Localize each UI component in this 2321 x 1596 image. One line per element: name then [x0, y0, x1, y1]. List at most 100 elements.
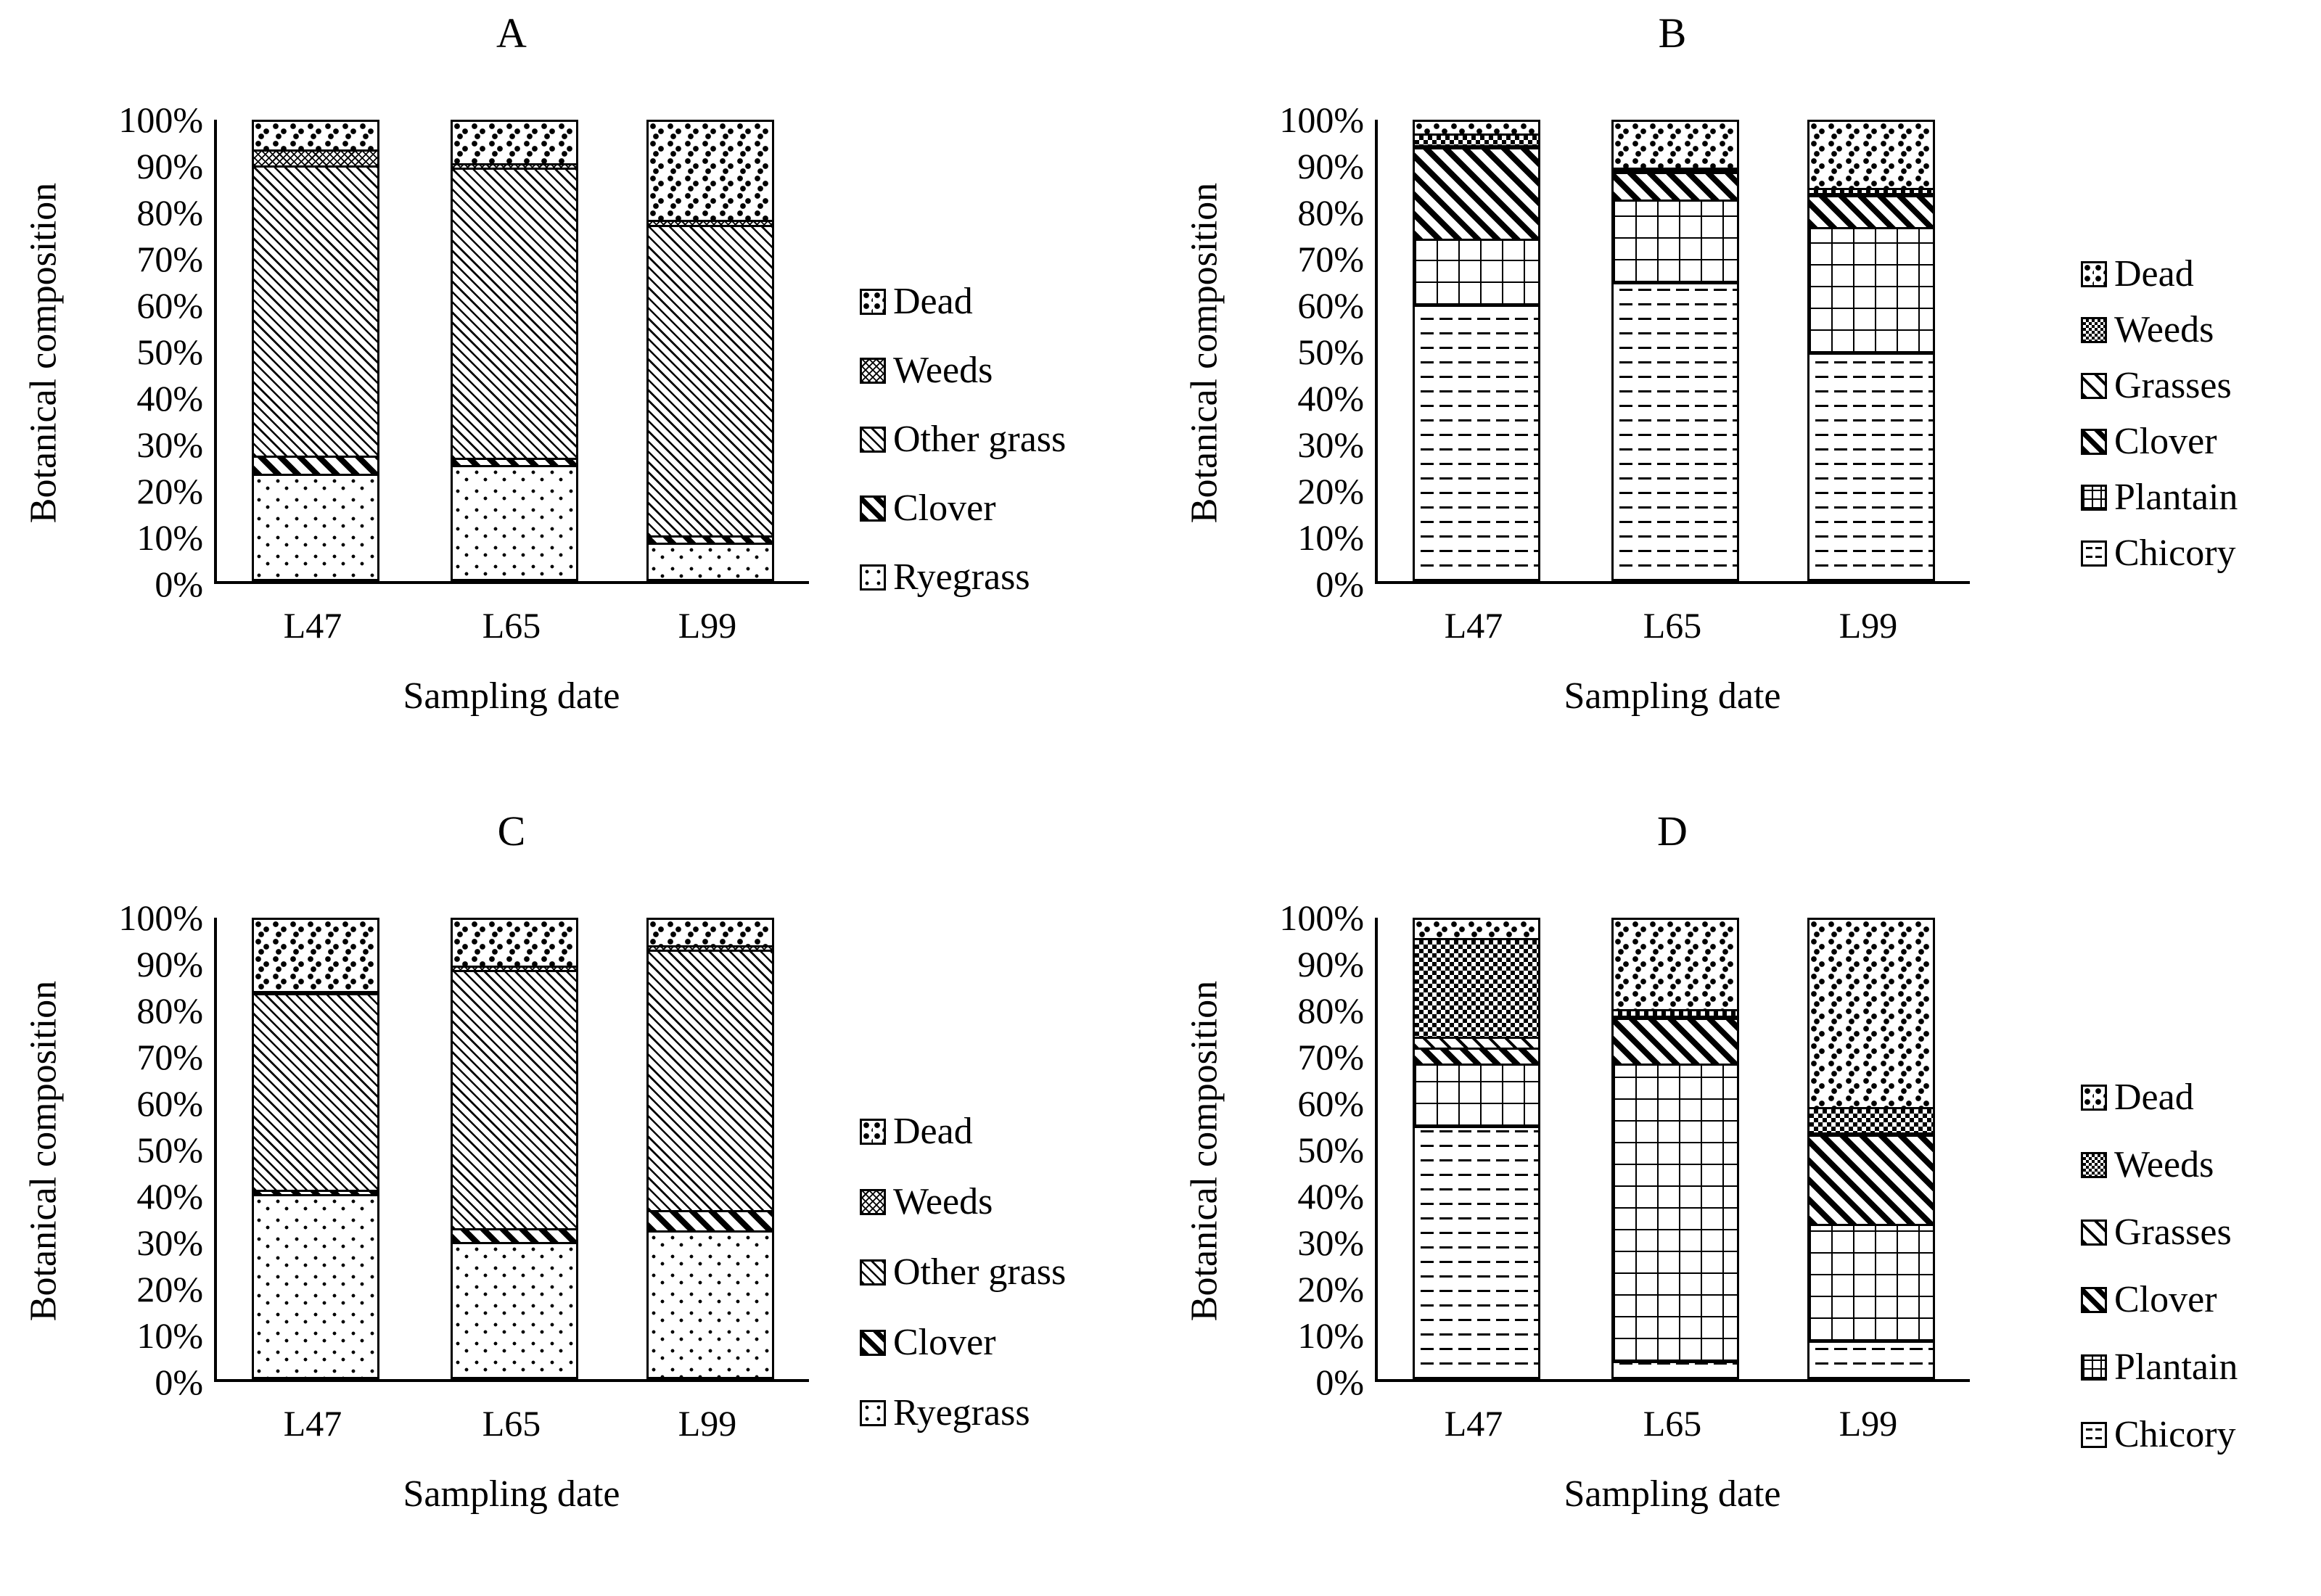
segment-chicory [1415, 305, 1538, 579]
segment-chicory [1614, 281, 1737, 579]
segment-weeds [1415, 938, 1538, 1037]
y-tick-label: 70% [1297, 239, 1364, 279]
segment-weeds [453, 966, 576, 971]
y-tick-label: 90% [136, 944, 203, 984]
legend-label: Clover [893, 1322, 996, 1363]
legend-label: Dead [893, 281, 973, 322]
stacked-bar-C-L99 [646, 918, 774, 1379]
legend-label: Clover [2114, 1279, 2217, 1320]
legend-label: Ryegrass [893, 1392, 1030, 1433]
legend-item-grasses: Grasses [2081, 366, 2232, 406]
plantain-swatch-icon [2081, 1354, 2107, 1381]
y-tick-label: 20% [136, 471, 203, 511]
legend-item-ryegrass: Ryegrass [860, 557, 1030, 598]
legend-label: Weeds [2114, 1144, 2214, 1185]
stacked-bar-B-L99 [1807, 120, 1935, 581]
legend-label: Grasses [2114, 1212, 2232, 1253]
dead-swatch-icon [2081, 1085, 2107, 1111]
segment-clover [1809, 194, 1933, 227]
stacked-bar-D-L99 [1807, 918, 1935, 1379]
y-tick-label: 20% [136, 1269, 203, 1309]
y-tick-label: 0% [1315, 1362, 1364, 1402]
y-tick-label: 20% [1297, 471, 1364, 511]
y-tick-label: 70% [136, 239, 203, 279]
legend-item-chicory: Chicory [2081, 533, 2236, 574]
x-tick-label: L47 [283, 1403, 342, 1444]
y-tick-label: 30% [1297, 1222, 1364, 1263]
stacked-bar-D-L65 [1611, 918, 1739, 1379]
segment-grasses [1415, 1036, 1538, 1048]
y-tick-label: 40% [136, 378, 203, 419]
legend-item-weeds: Weeds [860, 1182, 993, 1222]
y-tick-label: 30% [136, 1222, 203, 1263]
y-tick-label: 90% [1297, 944, 1364, 984]
segment-weeds [254, 990, 377, 993]
legend-item-grasses: Grasses [2081, 1212, 2232, 1253]
segment-dead [453, 122, 576, 163]
panel-title-D: D [1657, 807, 1688, 855]
segment-ryegrass [649, 1230, 772, 1377]
segment-clover [1415, 147, 1538, 239]
segment-dead [649, 920, 772, 945]
segment-dead [254, 122, 377, 149]
x-tick-label: L99 [678, 1403, 737, 1444]
y-tick-label: 60% [136, 285, 203, 326]
segment-ryegrass [254, 474, 377, 579]
clover-swatch-icon [2081, 429, 2107, 455]
y-tick-label: 0% [1315, 564, 1364, 604]
y-tick-label: 0% [155, 1362, 203, 1402]
y-tick-label: 30% [136, 424, 203, 465]
segment-plantain [1809, 226, 1933, 353]
chart-panel-D: D Botanical composition 100% 90% 80% 70% 60% 50… [1161, 798, 2321, 1596]
segment-plantain [1415, 1064, 1538, 1126]
clover-swatch-icon [2081, 1287, 2107, 1313]
ryegrass-swatch-icon [860, 1400, 886, 1426]
segment-clover [453, 1228, 576, 1243]
stacked-bar-B-L65 [1611, 120, 1739, 581]
segment-dead [1415, 122, 1538, 133]
segment-weeds [1809, 1107, 1933, 1132]
y-tick-label: 80% [136, 192, 203, 233]
y-tick-label: 40% [1297, 378, 1364, 419]
stacked-bar-A-L65 [451, 120, 578, 581]
stacked-bar-A-L47 [252, 120, 379, 581]
plot-area-A [214, 120, 809, 584]
segment-clover [1415, 1048, 1538, 1064]
legend-label: Plantain [2114, 477, 2238, 518]
legend-item-clover: Clover [860, 488, 996, 529]
segment-plantain [1809, 1223, 1933, 1341]
segment-clover [1809, 1135, 1933, 1224]
legend-label: Other grass [893, 1251, 1067, 1293]
legend-label: Ryegrass [893, 556, 1030, 598]
legend-item-clover: Clover [860, 1323, 996, 1363]
segment-dead [453, 920, 576, 966]
y-tick-label: 0% [155, 564, 203, 604]
segment-other-grass [649, 224, 772, 536]
y-tick-label: 50% [1297, 332, 1364, 372]
x-tick-label: L65 [482, 605, 541, 646]
clover-swatch-icon [860, 1330, 886, 1356]
legend-item-weeds: Weeds [2081, 310, 2214, 350]
segment-grasses [1415, 144, 1538, 147]
legend-item-chicory: Chicory [2081, 1415, 2236, 1455]
segment-ryegrass [453, 464, 576, 579]
legend-item-dead: Dead [860, 281, 973, 322]
ryegrass-swatch-icon [860, 564, 886, 591]
y-tick-label: 10% [1297, 1315, 1364, 1356]
weeds-swatch-icon [860, 1189, 886, 1215]
y-tick-label: 60% [136, 1083, 203, 1124]
segment-dead [1614, 122, 1737, 168]
legend-label: Grasses [2114, 365, 2232, 406]
y-tick-label: 100% [1279, 897, 1364, 938]
segment-weeds [254, 149, 377, 165]
segment-clover [649, 535, 772, 543]
y-tick-label: 10% [136, 1315, 203, 1356]
y-tick-label: 70% [136, 1037, 203, 1077]
legend-label: Chicory [2114, 532, 2236, 574]
other-grass-swatch-icon [860, 427, 886, 453]
y-tick-label: 60% [1297, 1083, 1364, 1124]
segment-weeds [1614, 1008, 1737, 1016]
legend-item-weeds: Weeds [2081, 1145, 2214, 1185]
segment-weeds [453, 163, 576, 168]
segment-plantain [1614, 200, 1737, 282]
